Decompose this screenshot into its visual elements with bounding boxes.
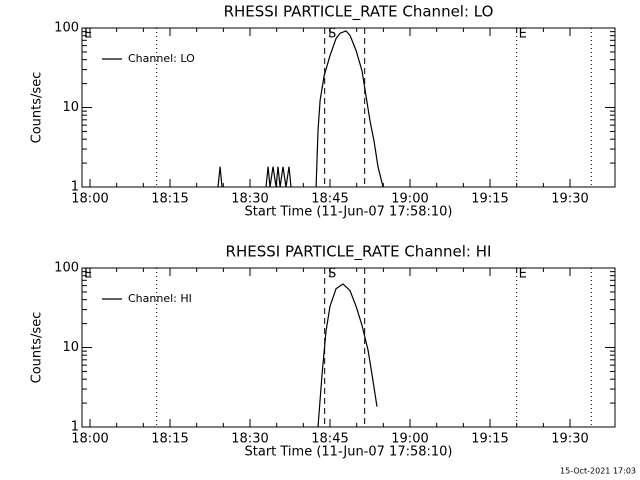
x-tick-label: 19:15 (471, 192, 508, 207)
y-axis-title: Counts/sec (30, 72, 45, 144)
annotation: E (84, 267, 92, 282)
x-tick-label: 19:30 (551, 432, 588, 447)
x-tick-label: 19:30 (551, 192, 588, 207)
x-tick-label: 19:00 (391, 192, 428, 207)
x-tick-label: 18:15 (151, 192, 188, 207)
annotation: S (328, 27, 336, 42)
annotation: E (519, 27, 527, 42)
data-line (317, 283, 378, 428)
data-line (217, 30, 384, 188)
y-tick-label: 1 (71, 420, 79, 435)
x-axis-title: Start Time (11-Jun-07 17:58:10) (245, 445, 453, 460)
annotation: E (519, 267, 527, 282)
chart-title: RHESSI PARTICLE_RATE Channel: HI (226, 243, 492, 262)
x-tick-label: 18:45 (311, 192, 348, 207)
y-axis-title: Counts/sec (30, 312, 45, 384)
x-tick-label: 18:45 (311, 432, 348, 447)
annotation: S (328, 267, 336, 282)
annotation: E (84, 27, 92, 42)
x-tick-label: 18:00 (71, 192, 108, 207)
y-tick-label: 1 (71, 180, 79, 195)
timestamp: 15-Oct-2021 17:03 (560, 467, 636, 476)
x-tick-label: 19:00 (391, 432, 428, 447)
chart-title: RHESSI PARTICLE_RATE Channel: LO (224, 3, 494, 22)
legend-label: Channel: LO (128, 52, 195, 65)
x-tick-label: 18:00 (71, 432, 108, 447)
legend-label: Channel: HI (128, 292, 192, 305)
y-tick-label: 10 (62, 100, 79, 115)
x-tick-label: 18:30 (231, 192, 268, 207)
x-tick-label: 18:30 (231, 432, 268, 447)
y-tick-label: 10 (62, 340, 79, 355)
y-tick-label: 100 (54, 261, 79, 276)
x-tick-label: 18:15 (151, 432, 188, 447)
y-tick-label: 100 (54, 21, 79, 36)
x-tick-label: 19:15 (471, 432, 508, 447)
x-axis-title: Start Time (11-Jun-07 17:58:10) (245, 205, 453, 220)
